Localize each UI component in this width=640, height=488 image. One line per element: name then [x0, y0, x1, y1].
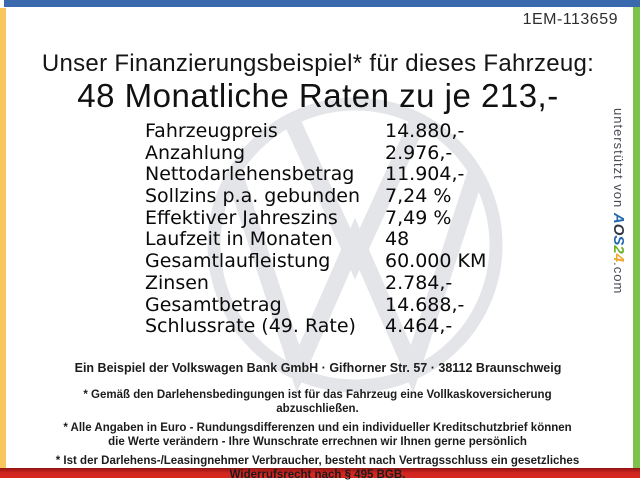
table-row: Zinsen 2.784,- — [145, 271, 486, 295]
table-row: Nettodarlehensbetrag 11.904,- — [145, 164, 486, 186]
row-value: 11.904,- — [385, 163, 465, 186]
row-value: 48 — [385, 228, 410, 251]
disclaimer-euro-rounding: * Alle Angaben in Euro - Rundungsdiffere… — [63, 422, 572, 448]
frame-border-left — [0, 8, 6, 468]
aos24-letter: A — [610, 212, 627, 224]
row-label: Zinsen — [145, 271, 209, 294]
finance-example-heading: Unser Finanzierungsbeispiel* für dieses … — [41, 50, 595, 77]
row-value: 60.000 KM — [385, 250, 487, 273]
table-row: Fahrzeugpreis 14.880,- — [145, 120, 486, 143]
row-value: 4.464,- — [385, 315, 453, 338]
finance-table: Fahrzeugpreis 14.880,- Anzahlung 2.976,-… — [145, 120, 487, 338]
aos24-letter: O — [610, 223, 627, 236]
row-value: 14.688,- — [385, 293, 465, 316]
table-row: Laufzeit in Monaten 48 — [145, 229, 486, 251]
row-label: Sollzins p.a. gebunden — [145, 185, 360, 208]
aos24-letter: S — [610, 235, 627, 246]
supported-by-label: unterstützt von — [611, 108, 626, 213]
frame-border-bottom — [0, 468, 640, 478]
row-label: Anzahlung — [145, 141, 246, 164]
document-number: 1EM-113659 — [522, 11, 618, 28]
table-row: Gesamtlaufleistung 60.000 KM — [145, 250, 487, 273]
table-row: Gesamtbetrag 14.688,- — [145, 293, 486, 317]
row-label: Laufzeit in Monaten — [145, 228, 333, 251]
sheet-content: 1EM-113659 Unser Finanzierungsbeispiel* … — [41, 11, 627, 481]
monthly-rate-headline: 48 Monatliche Raten zu je 213,- — [77, 77, 559, 114]
aos24-letter: 2 — [610, 245, 627, 254]
table-row: Schlussrate (49. Rate) 4.464,- — [145, 315, 486, 338]
row-value: 2.976,- — [385, 141, 453, 164]
row-value: 14.880,- — [385, 120, 465, 142]
row-label: Schlussrate (49. Rate) — [145, 315, 356, 338]
row-label: Nettodarlehensbetrag — [145, 163, 355, 186]
table-row: Effektiver Jahreszins 7,49 % — [145, 206, 486, 230]
table-row: Anzahlung 2.976,- — [145, 141, 486, 165]
row-label: Gesamtbetrag — [145, 293, 282, 316]
row-value: 7,49 % — [385, 206, 452, 229]
aos24-domain-suffix: .com — [611, 262, 626, 295]
row-label: Fahrzeugpreis — [145, 120, 278, 142]
aos24-vertical-branding: unterstützt von AOS24.com — [610, 108, 627, 368]
frame-border-right — [633, 7, 640, 468]
row-label: Gesamtlaufleistung — [145, 250, 331, 273]
aos24-letter: 4 — [610, 253, 627, 263]
frame-border-top — [4, 0, 640, 7]
bank-address-line: Ein Beispiel der Volkswagen Bank GmbH · … — [74, 361, 562, 375]
table-row: Sollzins p.a. gebunden 7,24 % — [145, 185, 486, 208]
disclaimer-block: * Gemäß den Darlehensbedingungen ist für… — [55, 389, 580, 488]
disclaimer-insurance: * Gemäß den Darlehensbedingungen ist für… — [83, 389, 552, 415]
aos24-logo: AOS24 — [610, 213, 627, 262]
row-label: Effektiver Jahreszins — [145, 206, 338, 229]
row-value: 2.784,- — [385, 271, 453, 294]
row-value: 7,24 % — [385, 185, 452, 208]
vw-logo-watermark-icon — [207, 97, 503, 393]
